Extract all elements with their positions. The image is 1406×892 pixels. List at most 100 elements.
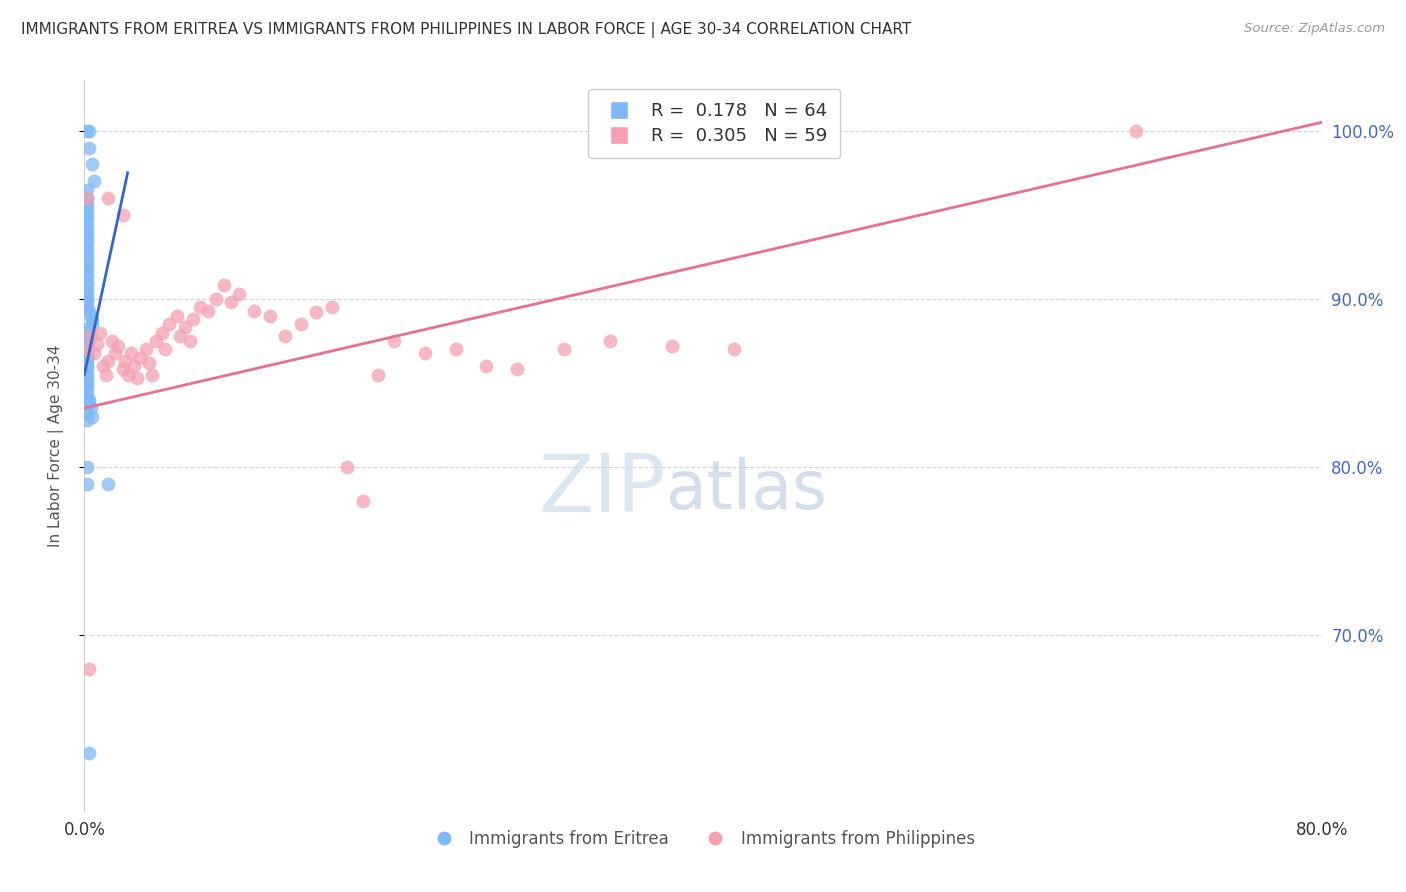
Point — [166, 309, 188, 323]
Point — [135, 343, 157, 357]
Point — [219, 295, 242, 310]
Point — [150, 326, 173, 340]
Point — [367, 368, 389, 382]
Text: atlas: atlas — [666, 457, 827, 523]
Point — [159, 317, 180, 331]
Point — [112, 208, 135, 222]
Point — [274, 329, 297, 343]
Point — [76, 183, 98, 197]
Point — [77, 140, 100, 154]
Point — [129, 351, 152, 365]
Point — [76, 244, 98, 259]
Point — [76, 292, 98, 306]
Point — [76, 351, 98, 365]
Point — [181, 312, 204, 326]
Point — [76, 343, 98, 357]
Point — [114, 354, 136, 368]
Point — [76, 225, 98, 239]
Text: IMMIGRANTS FROM ERITREA VS IMMIGRANTS FROM PHILIPPINES IN LABOR FORCE | AGE 30-3: IMMIGRANTS FROM ERITREA VS IMMIGRANTS FR… — [21, 22, 911, 38]
Point — [76, 221, 98, 235]
Y-axis label: In Labor Force | Age 30-34: In Labor Force | Age 30-34 — [48, 344, 63, 548]
Point — [82, 157, 104, 171]
Point — [76, 329, 98, 343]
Point — [76, 191, 98, 205]
Point — [290, 317, 312, 331]
Point — [212, 278, 235, 293]
Point — [76, 376, 98, 390]
Point — [112, 362, 135, 376]
Point — [76, 326, 98, 340]
Point — [76, 242, 98, 256]
Point — [661, 339, 683, 353]
Point — [76, 250, 98, 264]
Point — [77, 396, 100, 410]
Point — [76, 208, 98, 222]
Point — [83, 174, 105, 188]
Point — [76, 199, 98, 213]
Point — [336, 460, 359, 475]
Point — [76, 359, 98, 373]
Point — [125, 371, 148, 385]
Point — [1125, 124, 1147, 138]
Point — [79, 309, 101, 323]
Point — [76, 236, 98, 251]
Point — [76, 267, 98, 281]
Point — [197, 303, 219, 318]
Point — [444, 343, 467, 357]
Point — [76, 368, 98, 382]
Point — [86, 337, 108, 351]
Point — [76, 389, 98, 403]
Point — [76, 322, 98, 336]
Point — [76, 253, 98, 268]
Point — [76, 284, 98, 298]
Point — [101, 334, 124, 348]
Point — [76, 384, 98, 399]
Point — [76, 354, 98, 368]
Point — [179, 334, 201, 348]
Point — [506, 362, 529, 376]
Point — [413, 345, 436, 359]
Point — [76, 406, 98, 420]
Point — [77, 392, 100, 407]
Point — [76, 278, 98, 293]
Point — [82, 317, 104, 331]
Point — [599, 334, 621, 348]
Point — [76, 413, 98, 427]
Point — [76, 343, 98, 357]
Point — [94, 368, 117, 382]
Point — [382, 334, 405, 348]
Point — [138, 356, 160, 370]
Point — [76, 216, 98, 230]
Point — [76, 124, 98, 138]
Point — [76, 337, 98, 351]
Point — [228, 286, 250, 301]
Point — [117, 368, 139, 382]
Point — [79, 401, 101, 416]
Point — [120, 345, 142, 359]
Point — [96, 354, 118, 368]
Point — [76, 211, 98, 226]
Point — [77, 746, 100, 760]
Point — [76, 227, 98, 242]
Point — [76, 300, 98, 314]
Point — [553, 343, 575, 357]
Point — [76, 379, 98, 393]
Point — [259, 309, 281, 323]
Point — [77, 303, 100, 318]
Point — [77, 124, 100, 138]
Point — [321, 300, 343, 314]
Point — [91, 359, 114, 373]
Point — [77, 662, 100, 676]
Point — [475, 359, 498, 373]
Point — [243, 303, 266, 318]
Point — [141, 368, 163, 382]
Point — [305, 305, 328, 319]
Point — [122, 359, 145, 373]
Point — [79, 329, 101, 343]
Point — [174, 320, 197, 334]
Point — [76, 345, 98, 359]
Point — [89, 326, 111, 340]
Point — [76, 191, 98, 205]
Point — [723, 343, 745, 357]
Point — [188, 300, 211, 314]
